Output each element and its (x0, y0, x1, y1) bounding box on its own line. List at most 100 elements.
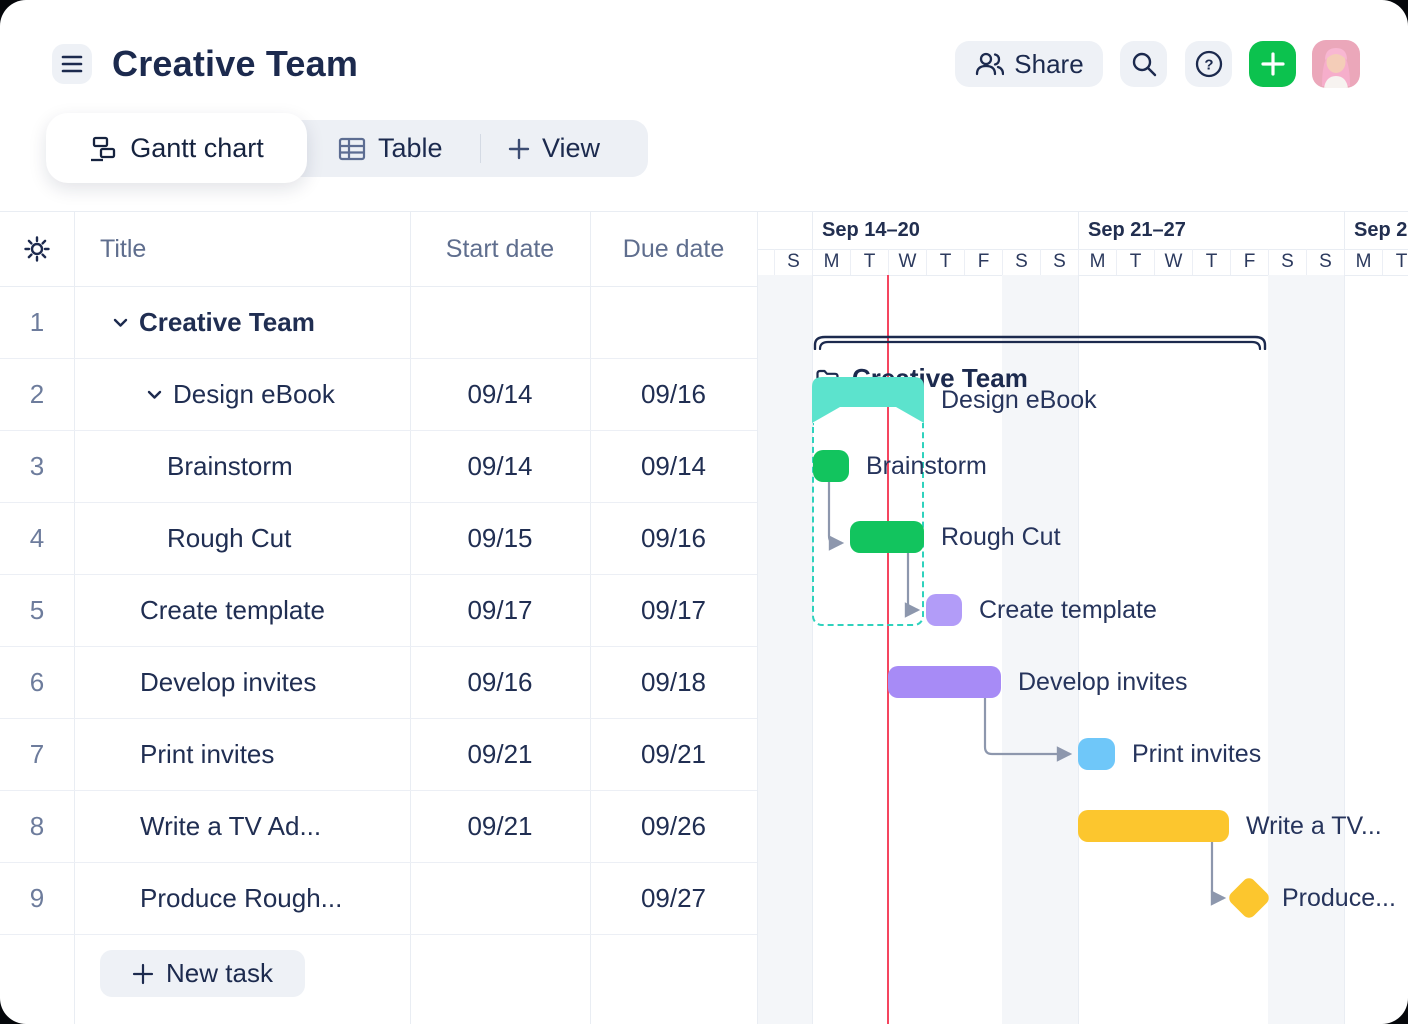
day-header-cell: T (1382, 249, 1408, 275)
day-header-cell: M (1344, 249, 1382, 275)
task-title-cell[interactable]: Rough Cut (0, 502, 410, 574)
row-number: 9 (29, 882, 45, 913)
week-header-cell (758, 212, 812, 249)
due-date-cell[interactable]: 09/16 (640, 378, 707, 409)
chevron-down-icon[interactable] (144, 384, 165, 405)
panel-divider[interactable] (757, 212, 758, 1024)
gantt-bar-write-tv-ad[interactable] (1078, 810, 1229, 842)
due-date-cell[interactable]: 09/21 (640, 738, 707, 769)
task-title-cell[interactable]: Develop invites (0, 646, 410, 718)
due-date-cell[interactable]: 09/17 (640, 594, 707, 625)
gantt-chart-area[interactable]: Creative Team Design eBook Brainstorm Rough… (758, 275, 1408, 1024)
task-title-text: Rough Cut (167, 522, 292, 553)
start-date-cell[interactable]: 09/15 (467, 522, 533, 553)
start-date-cell[interactable]: 09/16 (467, 666, 533, 697)
tab-table[interactable]: Table (338, 120, 443, 177)
gantt-week-header: Sep 14–20 Sep 21–27 Sep 2 (758, 212, 1408, 250)
day-header-cell: S (1002, 249, 1040, 275)
start-date-cell[interactable]: 09/21 (467, 810, 533, 841)
task-title-text: Creative Team (139, 306, 315, 337)
column-header-due-date[interactable]: Due date (622, 234, 725, 263)
help-button[interactable]: ? (1185, 41, 1232, 87)
start-date-cell[interactable]: 09/14 (467, 450, 533, 481)
day-header-cell: S (1306, 249, 1344, 275)
share-people-icon (976, 52, 1005, 76)
due-date-cell[interactable] (590, 286, 757, 358)
due-date-cell[interactable]: 09/16 (640, 522, 707, 553)
gantt-bar-label: Design eBook (941, 385, 1097, 414)
start-date-cell[interactable]: 09/14 (467, 378, 533, 409)
task-title-cell[interactable]: Print invites (0, 718, 410, 790)
week-header-cell: Sep 2 (1344, 212, 1408, 249)
start-date-cell[interactable] (410, 286, 590, 358)
start-date-cell[interactable]: 09/17 (467, 594, 533, 625)
due-date-cell[interactable]: 09/26 (640, 810, 707, 841)
help-icon: ? (1195, 50, 1222, 78)
table-settings-cell[interactable] (0, 212, 74, 286)
row-number: 8 (29, 810, 45, 841)
gantt-bar-brainstorm[interactable] (813, 450, 849, 482)
table-icon (338, 137, 366, 160)
week-gridline (812, 275, 813, 1024)
search-button[interactable] (1120, 41, 1167, 87)
task-title-cell[interactable]: Creative Team (0, 286, 410, 358)
table-row[interactable]: 6 Develop invites 09/16 09/18 (0, 646, 757, 719)
gantt-bar-label: Produce... (1282, 883, 1396, 912)
day-header-cell: S (774, 249, 812, 275)
gantt-bar-create-template[interactable] (926, 594, 962, 626)
table-row[interactable]: 2 Design eBook 09/14 09/16 (0, 358, 757, 431)
start-date-cell[interactable]: 09/21 (467, 738, 533, 769)
tab-divider (480, 134, 481, 163)
tab-table-label: Table (378, 133, 443, 163)
row-number: 2 (29, 378, 45, 409)
column-header-title[interactable]: Title (100, 234, 147, 263)
gantt-bar-rough-cut[interactable] (850, 521, 924, 553)
new-task-button[interactable]: New task (100, 950, 305, 997)
table-row[interactable]: 1 Creative Team (0, 286, 757, 359)
task-title-cell[interactable]: Create template (0, 574, 410, 646)
today-line (887, 275, 889, 1024)
row-number: 6 (29, 666, 45, 697)
day-header-cell: M (1078, 249, 1116, 275)
gantt-bar-develop-invites[interactable] (888, 666, 1001, 698)
create-new-button[interactable] (1249, 41, 1296, 87)
row-number: 1 (29, 306, 45, 337)
weekend-shading (758, 275, 812, 1024)
column-divider (410, 212, 411, 1024)
gantt-bar-label: Create template (979, 595, 1157, 624)
gantt-chart-icon (91, 136, 116, 161)
chevron-down-icon[interactable] (110, 312, 131, 333)
row-number: 3 (29, 450, 45, 481)
due-date-cell[interactable]: 09/18 (640, 666, 707, 697)
table-row[interactable]: 3 Brainstorm 09/14 09/14 (0, 430, 757, 503)
table-row[interactable]: 7 Print invites 09/21 09/21 (0, 718, 757, 791)
table-row[interactable]: 9 Produce Rough... 09/27 (0, 862, 757, 935)
table-row[interactable]: 5 Create template 09/17 09/17 (0, 574, 757, 647)
due-date-cell[interactable]: 09/14 (640, 450, 707, 481)
grid-top-border (0, 211, 1408, 212)
gantt-bar-print-invites[interactable] (1078, 738, 1115, 770)
gantt-milestone-produce-rough[interactable] (1226, 875, 1272, 921)
share-button[interactable]: Share (955, 41, 1103, 87)
hamburger-menu-button[interactable] (52, 44, 92, 84)
tab-add-view[interactable]: View (508, 120, 600, 177)
tab-gantt-chart[interactable]: Gantt chart (46, 113, 307, 183)
start-date-cell[interactable] (410, 862, 590, 934)
user-avatar[interactable] (1312, 40, 1360, 88)
task-title-cell[interactable]: Produce Rough... (0, 862, 410, 934)
plus-icon (508, 138, 530, 159)
column-header-start-date[interactable]: Start date (445, 234, 555, 263)
task-title-cell[interactable]: Write a TV Ad... (0, 790, 410, 862)
table-row[interactable]: 8 Write a TV Ad... 09/21 09/26 (0, 790, 757, 863)
due-date-cell[interactable]: 09/27 (640, 882, 707, 913)
new-task-label: New task (166, 958, 273, 988)
table-row[interactable]: 4 Rough Cut 09/15 09/16 (0, 502, 757, 575)
task-title-cell[interactable]: Design eBook (0, 358, 410, 430)
svg-text:?: ? (1204, 57, 1213, 74)
task-title-cell[interactable]: Brainstorm (0, 430, 410, 502)
gantt-summary-bar-design-ebook[interactable] (812, 377, 924, 423)
gantt-bar-label: Print invites (1132, 739, 1262, 768)
row-number: 4 (29, 522, 45, 553)
